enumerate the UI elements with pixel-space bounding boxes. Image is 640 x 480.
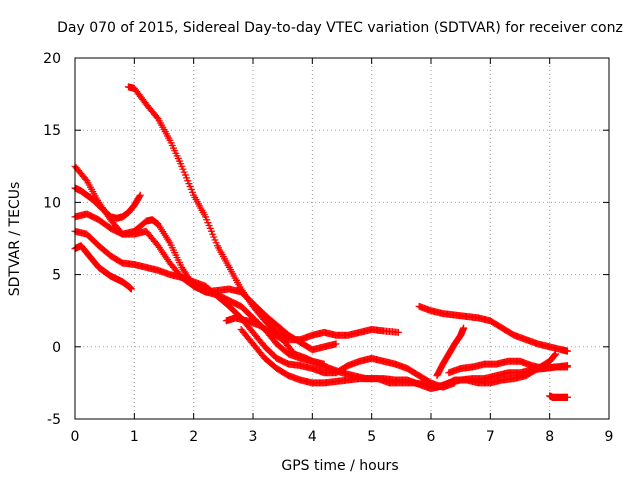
series-pass-l [546, 392, 571, 401]
tick-layer [74, 57, 610, 420]
series-pass-k [445, 357, 571, 377]
y-tick-label: 5 [52, 268, 61, 284]
series-pass-f [71, 242, 135, 293]
x-tick-label: 8 [545, 429, 554, 445]
x-tick-label: 2 [189, 429, 198, 445]
data-point [82, 175, 90, 183]
y-tick-label: 20 [43, 51, 61, 67]
data-point [563, 362, 571, 370]
y-axis-title: SDTVAR / TECUs [7, 182, 23, 297]
y-tick-label: -5 [47, 412, 61, 428]
x-tick-label: 7 [486, 429, 495, 445]
y-tick-label: 15 [43, 123, 61, 139]
x-tick-label: 3 [249, 429, 258, 445]
data-point [153, 113, 161, 121]
x-tick-label: 9 [605, 429, 614, 445]
y-tick-label: 0 [52, 340, 61, 356]
x-tick-label: 6 [427, 429, 436, 445]
data-layer [71, 83, 571, 401]
chart-title: Day 070 of 2015, Sidereal Day-to-day VTE… [57, 20, 623, 36]
data-point [136, 191, 144, 199]
data-point [127, 285, 135, 293]
x-tick-label: 5 [367, 429, 376, 445]
plot-frame [74, 57, 610, 420]
y-tick-label: 10 [43, 195, 61, 211]
data-point [332, 340, 340, 348]
data-point [460, 324, 468, 332]
x-tick-label: 0 [71, 429, 80, 445]
data-point [394, 328, 402, 336]
x-tick-label: 4 [308, 429, 317, 445]
series-pass-i [415, 302, 571, 355]
label-layer: 0 1 2 3 4 5 6 7 8 9 -5 0 5 10 15 20 [43, 51, 613, 445]
data-point [563, 347, 571, 355]
data-point [563, 393, 571, 401]
series-pass-j [433, 324, 468, 380]
x-tick-label: 1 [130, 429, 139, 445]
x-axis-title: GPS time / hours [281, 458, 398, 474]
